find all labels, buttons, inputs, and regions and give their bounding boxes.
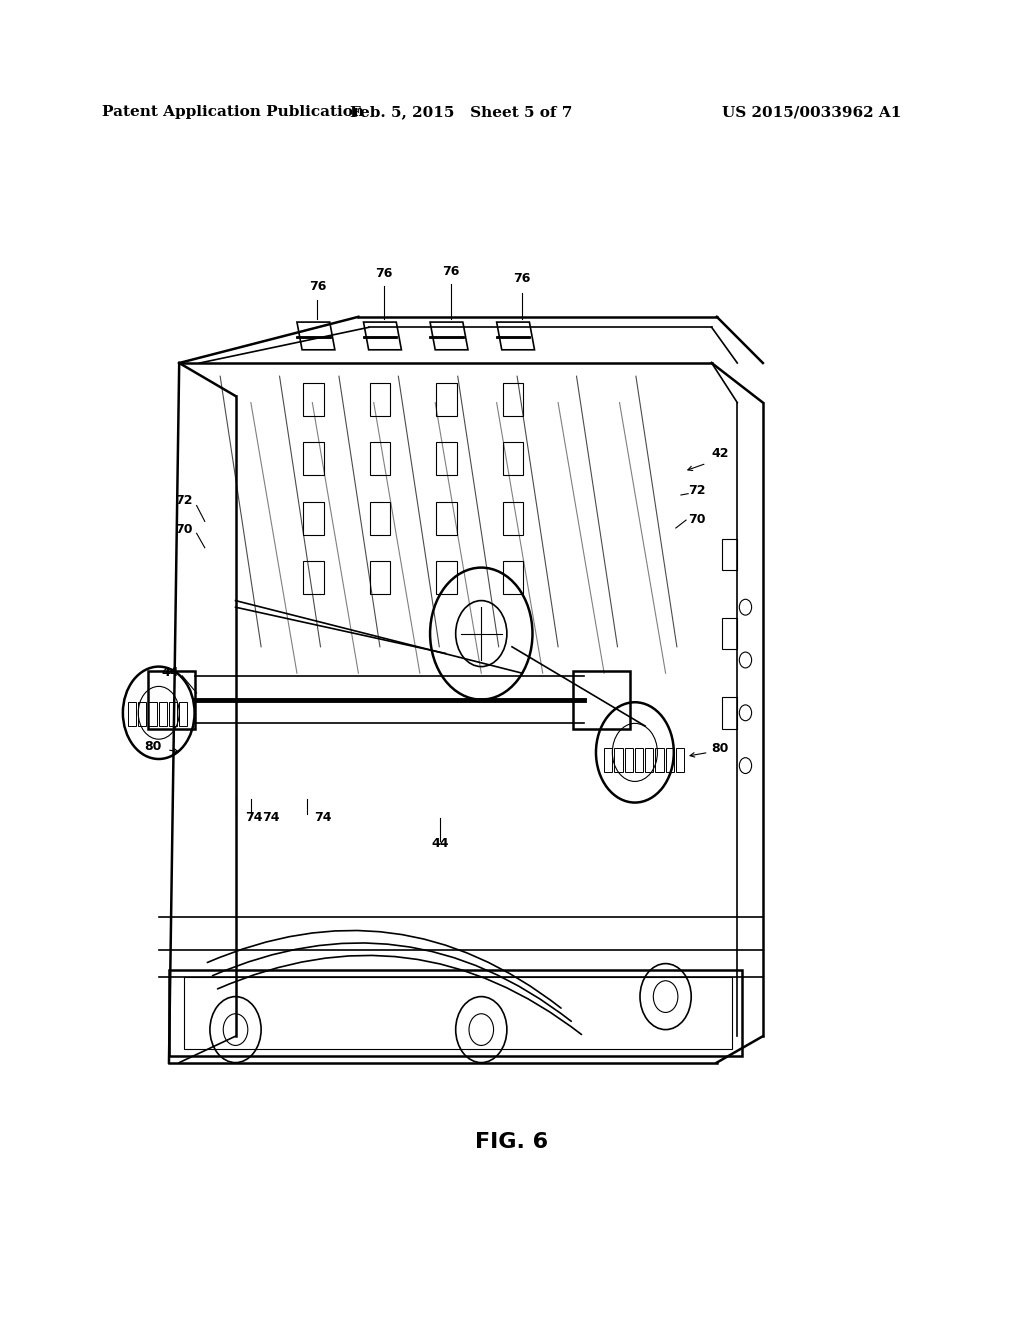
Bar	[645, 748, 653, 772]
Text: 42: 42	[712, 446, 729, 459]
Bar	[625, 748, 633, 772]
Text: 70: 70	[175, 523, 193, 536]
Text: 76: 76	[514, 272, 530, 285]
Text: 44: 44	[431, 837, 450, 850]
Text: 74: 74	[262, 810, 281, 824]
Text: 44: 44	[162, 665, 179, 678]
Bar	[666, 748, 674, 772]
Text: US 2015/0033962 A1: US 2015/0033962 A1	[722, 106, 901, 119]
Text: Patent Application Publication: Patent Application Publication	[102, 106, 365, 119]
Bar	[148, 702, 157, 726]
Text: 80: 80	[144, 739, 162, 752]
Bar	[179, 702, 187, 726]
Text: 74: 74	[245, 810, 263, 824]
Bar	[138, 702, 146, 726]
Bar	[614, 748, 623, 772]
Bar	[722, 697, 737, 729]
Bar	[436, 442, 457, 475]
Text: 76: 76	[309, 280, 326, 293]
Bar	[169, 970, 742, 1056]
Text: 72: 72	[175, 494, 193, 507]
Bar	[635, 748, 643, 772]
Text: FIG. 6: FIG. 6	[475, 1131, 549, 1152]
Text: Feb. 5, 2015   Sheet 5 of 7: Feb. 5, 2015 Sheet 5 of 7	[349, 106, 572, 119]
Bar	[722, 539, 737, 570]
Bar	[159, 702, 167, 726]
Bar	[128, 702, 136, 726]
Text: 74: 74	[313, 810, 332, 824]
Bar	[303, 502, 324, 535]
Bar	[604, 748, 612, 772]
Bar	[370, 442, 390, 475]
Bar	[436, 502, 457, 535]
Bar	[503, 502, 523, 535]
Bar	[436, 383, 457, 416]
Bar	[503, 561, 523, 594]
Bar	[184, 977, 732, 1049]
Bar	[303, 561, 324, 594]
Text: 72: 72	[688, 483, 706, 496]
Bar	[436, 561, 457, 594]
Text: 80: 80	[712, 742, 729, 755]
Text: 76: 76	[376, 267, 392, 280]
Bar	[655, 748, 664, 772]
Bar	[573, 671, 630, 729]
Bar	[303, 442, 324, 475]
Bar	[169, 702, 177, 726]
Bar	[148, 671, 195, 729]
Bar	[370, 561, 390, 594]
Bar	[722, 618, 737, 649]
Bar	[676, 748, 684, 772]
Bar	[503, 383, 523, 416]
Bar	[370, 502, 390, 535]
Text: 76: 76	[442, 264, 459, 277]
Bar	[370, 383, 390, 416]
Bar	[303, 383, 324, 416]
Text: 70: 70	[688, 512, 706, 525]
Bar	[503, 442, 523, 475]
